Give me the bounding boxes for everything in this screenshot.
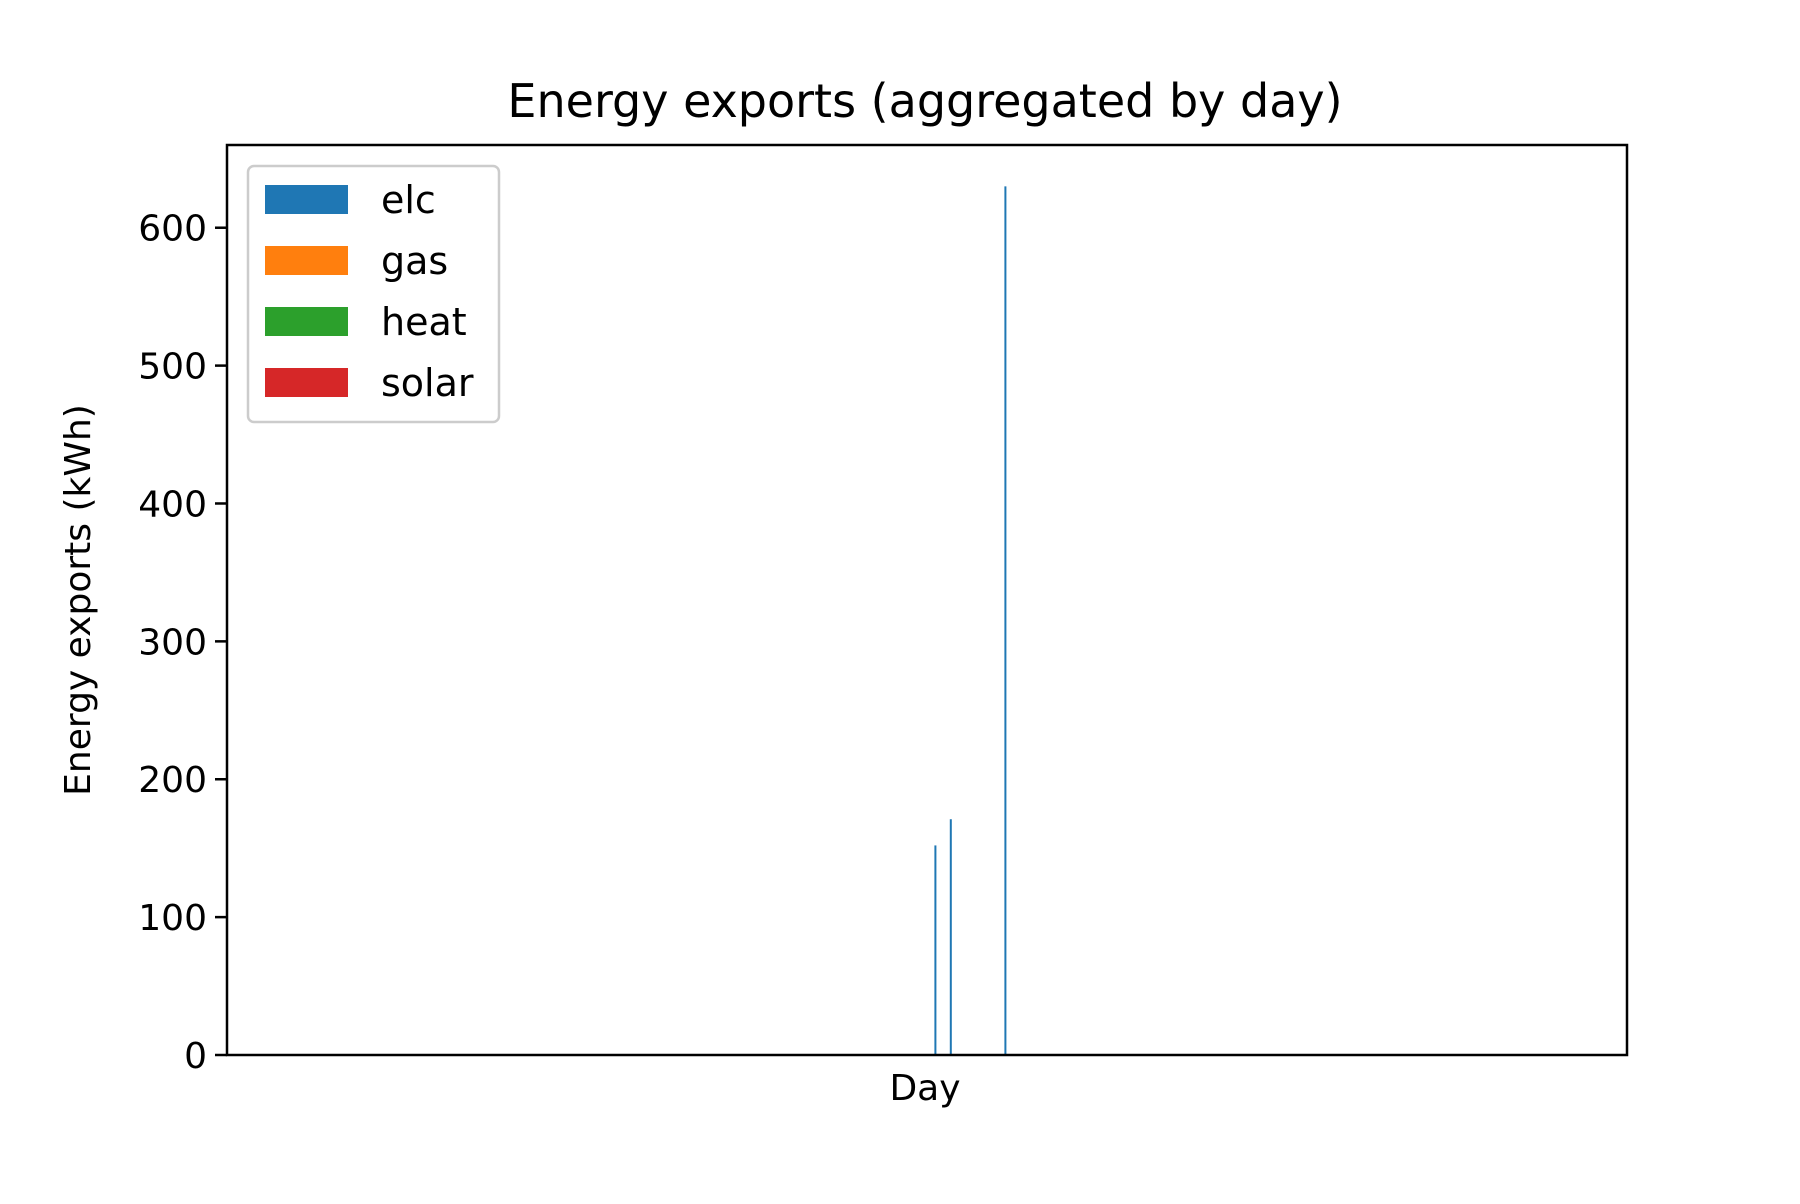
bars-layer <box>934 186 1007 1055</box>
y-tick-label: 400 <box>138 484 207 525</box>
legend-swatch-heat <box>265 307 348 336</box>
chart-title: Energy exports (aggregated by day) <box>507 74 1342 128</box>
bar-elc <box>949 819 952 1055</box>
y-axis-ticks: 0 100 200 300 400 500 600 <box>138 209 227 1077</box>
x-axis-label: Day <box>889 1068 960 1109</box>
y-tick-label: 0 <box>184 1036 207 1077</box>
y-tick-label: 200 <box>138 760 207 801</box>
y-axis-label: Energy exports (kWh) <box>58 404 99 796</box>
legend-label-gas: gas <box>381 239 448 283</box>
bar-elc <box>1004 186 1007 1055</box>
legend-label-heat: heat <box>381 300 467 344</box>
y-tick-label: 100 <box>138 898 207 939</box>
legend-label-elc: elc <box>381 178 436 222</box>
bar-elc <box>934 845 937 1055</box>
legend-swatch-solar <box>265 368 348 397</box>
plot-area-frame <box>225 143 1629 1057</box>
y-tick-label: 300 <box>138 622 207 663</box>
legend-swatch-elc <box>265 185 348 214</box>
legend-frame <box>246 164 501 424</box>
legend: elc gas heat solar <box>246 164 501 424</box>
legend-swatch-gas <box>265 246 348 275</box>
y-tick-label: 500 <box>138 347 207 388</box>
y-tick-label: 600 <box>138 209 207 250</box>
legend-label-solar: solar <box>381 361 474 405</box>
